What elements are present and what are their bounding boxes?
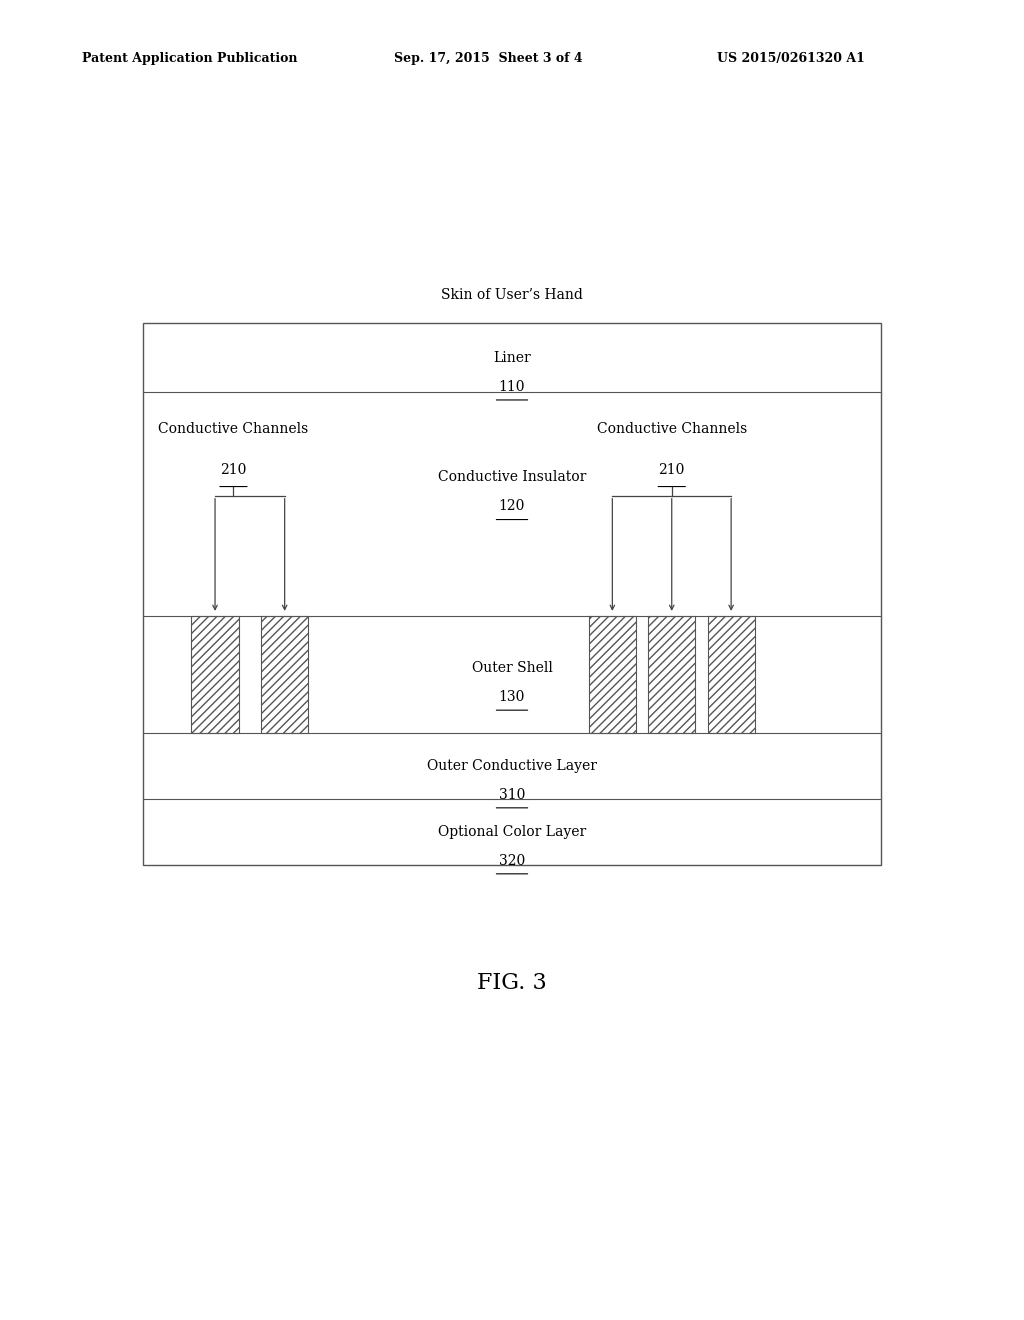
Bar	[589, 616, 636, 733]
Bar	[648, 616, 695, 733]
Text: Patent Application Publication: Patent Application Publication	[82, 51, 297, 65]
Text: 310: 310	[499, 788, 525, 801]
Text: Liner: Liner	[494, 351, 530, 364]
Text: Skin of User’s Hand: Skin of User’s Hand	[441, 288, 583, 302]
Text: 120: 120	[499, 499, 525, 513]
Text: 320: 320	[499, 854, 525, 867]
Text: FIG. 3: FIG. 3	[477, 973, 547, 994]
Text: Sep. 17, 2015  Sheet 3 of 4: Sep. 17, 2015 Sheet 3 of 4	[394, 51, 583, 65]
Text: 210: 210	[658, 463, 685, 477]
Text: 130: 130	[499, 690, 525, 704]
Text: US 2015/0261320 A1: US 2015/0261320 A1	[717, 51, 864, 65]
Text: Conductive Channels: Conductive Channels	[597, 422, 746, 437]
Bar	[708, 616, 755, 733]
Text: Conductive Insulator: Conductive Insulator	[438, 470, 586, 484]
Text: Optional Color Layer: Optional Color Layer	[438, 825, 586, 838]
Text: Outer Shell: Outer Shell	[472, 661, 552, 675]
Bar	[261, 616, 308, 733]
Bar	[143, 323, 881, 865]
Bar	[191, 616, 239, 733]
Text: 110: 110	[499, 380, 525, 393]
Text: 210: 210	[220, 463, 247, 477]
Text: Outer Conductive Layer: Outer Conductive Layer	[427, 759, 597, 772]
Text: Conductive Channels: Conductive Channels	[159, 422, 308, 437]
